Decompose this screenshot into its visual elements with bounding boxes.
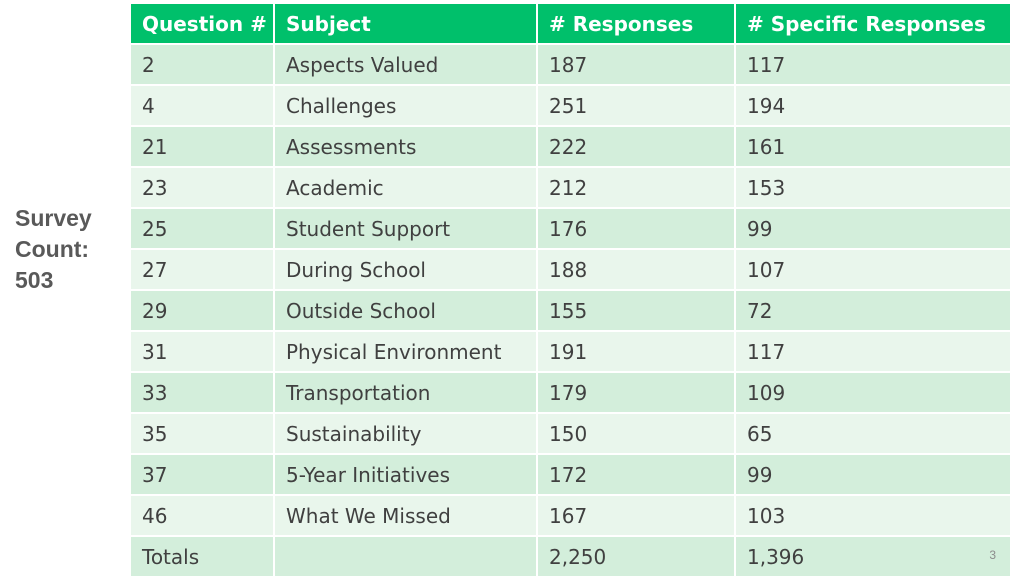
cell-subject: Physical Environment bbox=[273, 330, 538, 373]
table-header-row: Question # Subject # Responses # Specifi… bbox=[129, 2, 1012, 45]
cell-responses: 188 bbox=[536, 248, 736, 291]
cell-responses: 179 bbox=[536, 371, 736, 414]
cell-responses: 150 bbox=[536, 412, 736, 455]
cell-specific: 72 bbox=[734, 289, 1012, 332]
cell-responses: 155 bbox=[536, 289, 736, 332]
cell-responses: 251 bbox=[536, 84, 736, 127]
totals-subject-empty bbox=[273, 535, 538, 578]
cell-question: 37 bbox=[129, 453, 275, 496]
cell-subject: 5-Year Initiatives bbox=[273, 453, 538, 496]
cell-responses: 167 bbox=[536, 494, 736, 537]
table-row: 31 Physical Environment 191 117 bbox=[129, 330, 1012, 373]
totals-row: Totals 2,250 1,396 bbox=[129, 535, 1012, 578]
cell-specific: 103 bbox=[734, 494, 1012, 537]
table-row: 29 Outside School 155 72 bbox=[129, 289, 1012, 332]
table-row: 23 Academic 212 153 bbox=[129, 166, 1012, 209]
header-specific-responses: # Specific Responses bbox=[734, 2, 1012, 45]
cell-subject: Challenges bbox=[273, 84, 538, 127]
survey-count-label: Survey Count: 503 bbox=[15, 203, 92, 296]
cell-subject: Aspects Valued bbox=[273, 43, 538, 86]
header-responses: # Responses bbox=[536, 2, 736, 45]
cell-specific: 109 bbox=[734, 371, 1012, 414]
cell-responses: 172 bbox=[536, 453, 736, 496]
cell-subject: Transportation bbox=[273, 371, 538, 414]
header-question-number: Question # bbox=[129, 2, 275, 45]
cell-question: 2 bbox=[129, 43, 275, 86]
cell-responses: 176 bbox=[536, 207, 736, 250]
cell-question: 21 bbox=[129, 125, 275, 168]
cell-question: 29 bbox=[129, 289, 275, 332]
cell-specific: 153 bbox=[734, 166, 1012, 209]
cell-specific: 99 bbox=[734, 207, 1012, 250]
cell-responses: 212 bbox=[536, 166, 736, 209]
cell-question: 25 bbox=[129, 207, 275, 250]
cell-subject: Student Support bbox=[273, 207, 538, 250]
cell-subject: What We Missed bbox=[273, 494, 538, 537]
cell-specific: 107 bbox=[734, 248, 1012, 291]
table-row: 46 What We Missed 167 103 bbox=[129, 494, 1012, 537]
cell-specific: 117 bbox=[734, 43, 1012, 86]
cell-specific: 99 bbox=[734, 453, 1012, 496]
cell-responses: 222 bbox=[536, 125, 736, 168]
cell-subject: Assessments bbox=[273, 125, 538, 168]
cell-subject: Sustainability bbox=[273, 412, 538, 455]
table-row: 33 Transportation 179 109 bbox=[129, 371, 1012, 414]
table-row: 21 Assessments 222 161 bbox=[129, 125, 1012, 168]
table-row: 27 During School 188 107 bbox=[129, 248, 1012, 291]
page-number: 3 bbox=[989, 548, 996, 562]
cell-responses: 191 bbox=[536, 330, 736, 373]
survey-count-value: 503 bbox=[15, 267, 54, 293]
cell-specific: 65 bbox=[734, 412, 1012, 455]
cell-question: 35 bbox=[129, 412, 275, 455]
table-row: 2 Aspects Valued 187 117 bbox=[129, 43, 1012, 86]
cell-responses: 187 bbox=[536, 43, 736, 86]
totals-label: Totals bbox=[129, 535, 275, 578]
cell-question: 4 bbox=[129, 84, 275, 127]
totals-responses: 2,250 bbox=[536, 535, 736, 578]
table-row: 35 Sustainability 150 65 bbox=[129, 412, 1012, 455]
totals-specific: 1,396 bbox=[734, 535, 1012, 578]
survey-count-line-1: Survey bbox=[15, 205, 92, 231]
cell-question: 33 bbox=[129, 371, 275, 414]
cell-question: 31 bbox=[129, 330, 275, 373]
table-row: 37 5-Year Initiatives 172 99 bbox=[129, 453, 1012, 496]
survey-count-line-2: Count: bbox=[15, 236, 90, 262]
cell-question: 46 bbox=[129, 494, 275, 537]
cell-specific: 117 bbox=[734, 330, 1012, 373]
table-row: 25 Student Support 176 99 bbox=[129, 207, 1012, 250]
header-subject: Subject bbox=[273, 2, 538, 45]
cell-question: 23 bbox=[129, 166, 275, 209]
cell-subject: During School bbox=[273, 248, 538, 291]
cell-subject: Outside School bbox=[273, 289, 538, 332]
cell-specific: 194 bbox=[734, 84, 1012, 127]
cell-subject: Academic bbox=[273, 166, 538, 209]
table-row: 4 Challenges 251 194 bbox=[129, 84, 1012, 127]
cell-specific: 161 bbox=[734, 125, 1012, 168]
cell-question: 27 bbox=[129, 248, 275, 291]
survey-responses-table: Question # Subject # Responses # Specifi… bbox=[129, 2, 1012, 578]
